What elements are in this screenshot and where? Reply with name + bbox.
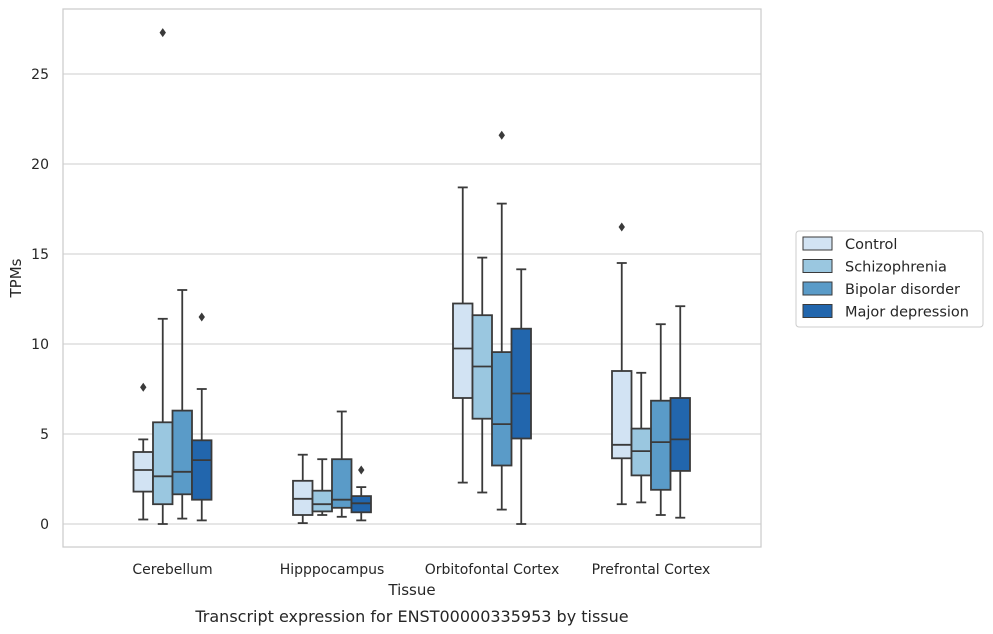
outlier-point: [618, 222, 625, 232]
outlier-point: [358, 465, 365, 475]
box-body: [152, 421, 174, 506]
box-schizophrenia: [630, 371, 652, 504]
outlier-point: [198, 312, 205, 322]
x-tick-label: Prefrontal Cortex: [592, 562, 711, 578]
box-body: [650, 399, 672, 491]
box-body: [132, 451, 154, 493]
box-body: [491, 351, 513, 467]
box-body: [611, 370, 633, 460]
legend-label: Bipolar disorder: [845, 282, 960, 298]
box-bipolar-disorder: [491, 130, 513, 511]
x-axis-label: Tissue: [387, 581, 435, 599]
chart-caption: Transcript expression for ENST0000033595…: [194, 607, 628, 626]
outlier-point: [159, 28, 166, 38]
box-major-depression: [669, 305, 691, 519]
y-tick-label: 25: [31, 67, 49, 83]
box-control: [611, 222, 633, 506]
box-control: [292, 453, 314, 524]
x-tick-label: Cerebellum: [132, 562, 212, 578]
y-tick-label: 0: [40, 517, 49, 533]
box-bipolar-disorder: [650, 323, 672, 516]
legend-label: Major depression: [845, 305, 969, 321]
legend-swatch: [802, 236, 833, 251]
legend-label: Schizophrenia: [845, 260, 947, 276]
legend-swatch: [802, 281, 833, 296]
box-body: [331, 458, 353, 509]
x-tick-label: Orbitofontal Cortex: [425, 562, 560, 578]
legend-swatch: [802, 259, 833, 273]
box-schizophrenia: [471, 256, 493, 494]
x-axis-ticks: Cerebellum Hipppocampus Orbitofontal Corte…: [132, 562, 710, 578]
box-body: [191, 439, 213, 501]
y-tick-label: 15: [31, 247, 49, 263]
box-body: [171, 409, 193, 496]
legend: Control Schizophrenia Bipolar disorder Majo…: [795, 230, 984, 328]
outlier-point: [140, 382, 147, 392]
box-body: [452, 302, 474, 399]
box-schizophrenia: [311, 458, 333, 516]
box-body: [311, 489, 333, 513]
y-tick-label: 10: [31, 337, 49, 353]
outlier-point: [498, 130, 505, 140]
box-plot-area: [132, 28, 691, 525]
box-control: [132, 382, 154, 521]
y-axis-ticks: 0 5 10 15 20 25: [31, 67, 49, 533]
x-tick-label: Hipppocampus: [280, 562, 385, 578]
box-bipolar-disorder: [171, 289, 193, 520]
box-bipolar-disorder: [331, 410, 353, 518]
legend-label: Control: [845, 237, 897, 253]
box-major-depression: [510, 268, 532, 525]
box-major-depression: [191, 312, 213, 522]
plot-frame: [62, 8, 762, 548]
legend-swatch: [802, 304, 833, 318]
y-tick-label: 20: [31, 157, 49, 173]
box-body: [350, 495, 372, 514]
box-major-depression: [350, 465, 372, 522]
legend-frame: [795, 230, 984, 328]
box-body: [510, 327, 532, 440]
box-body: [669, 397, 691, 472]
box-schizophrenia: [152, 28, 174, 525]
box-control: [452, 186, 474, 484]
y-axis-label: TPMs: [7, 258, 25, 298]
y-tick-label: 5: [40, 427, 49, 443]
